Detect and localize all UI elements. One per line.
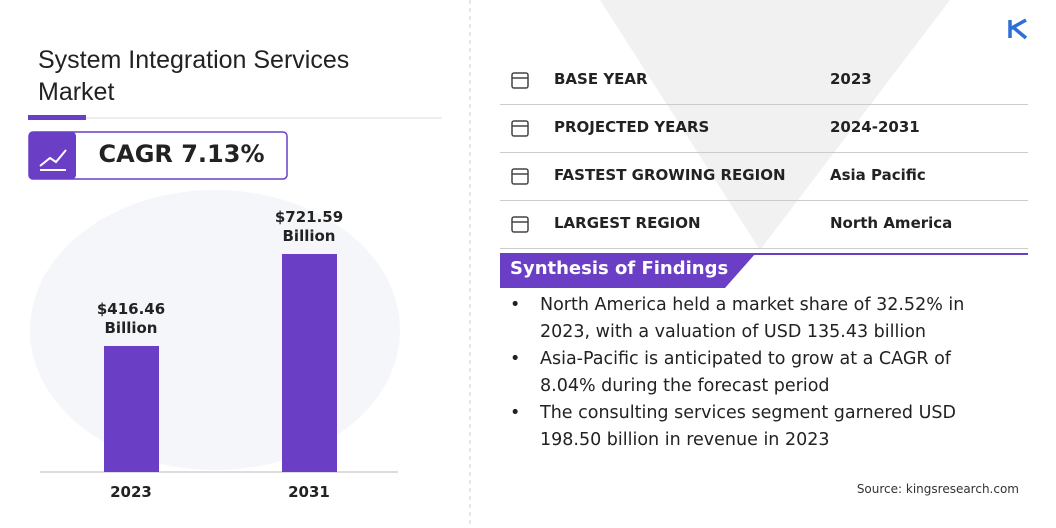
cagr: CAGR 7.13% (98, 140, 265, 168)
row-value: 2023 (830, 70, 872, 88)
value-label: $721.59 Billion (274, 208, 344, 245)
findings-title: Synthesis of Findings (510, 258, 729, 279)
row-label: BASE YEAR (554, 70, 648, 88)
row-label: LARGEST REGION (554, 214, 701, 232)
table-row: PROJECTED YEARS 2024-2031 (500, 104, 1028, 153)
x-tick-label: 2031 (288, 483, 330, 501)
bar (103, 346, 159, 472)
row-value: Asia Pacific (830, 166, 926, 184)
finding: North America held a market share of 32.… (510, 292, 1010, 346)
row-label: PROJECTED YEARS (554, 118, 710, 136)
table-row: BASE YEAR 2023 (500, 56, 1028, 105)
row-value: North America (830, 214, 953, 232)
source: Source: kingsresearch.com (856, 482, 1019, 496)
finding: Asia-Pacific is anticipated to grow at a… (510, 346, 1010, 400)
row-value: 2024-2031 (830, 118, 920, 136)
bar (281, 254, 337, 472)
table-row: FASTEST GROWING REGION Asia Pacific (500, 152, 1028, 201)
finding: The consulting services segment garnered… (510, 400, 1010, 454)
table-row: LARGEST REGION North America (500, 200, 1028, 249)
chart: $416.46 Billion 2023 $721.59 Billion 2031 (0, 0, 470, 528)
x-tick-label: 2023 (110, 483, 152, 501)
value-label: $416.46 Billion (96, 300, 166, 338)
row-label: FASTEST GROWING REGION (554, 166, 786, 184)
title: System Integration Services Market (38, 46, 350, 106)
